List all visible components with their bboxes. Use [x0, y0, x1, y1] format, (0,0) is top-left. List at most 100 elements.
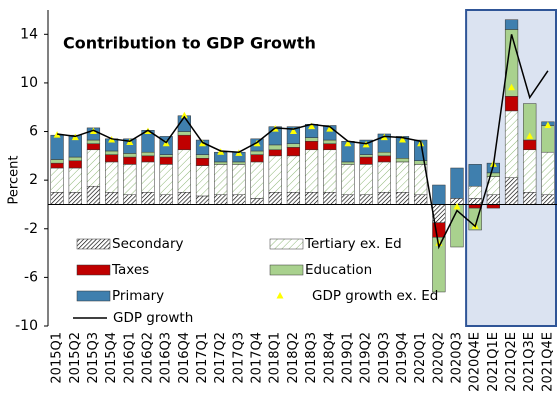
x-tick-label: 2020Q1 [413, 332, 428, 384]
bar-segment [341, 194, 355, 205]
bar-segment [359, 194, 373, 205]
y-tick-label: 14 [20, 26, 38, 42]
bar-segment [377, 161, 391, 193]
bar-segment [359, 154, 373, 158]
bar-segment [341, 164, 355, 195]
y-tick-label: -2 [24, 221, 38, 237]
bar-segment [395, 161, 410, 193]
bar-segment [159, 154, 173, 158]
y-tick-label: 2 [29, 172, 38, 188]
bar-segment [268, 144, 282, 151]
bar-segment [86, 149, 101, 187]
x-tick-label: 2019Q2 [359, 332, 374, 384]
bar-segment [50, 162, 64, 169]
bar-segment [250, 198, 264, 205]
x-tick-label: 2020Q4E [468, 332, 483, 392]
legend-label: GDP growth [113, 310, 193, 326]
bar-segment [468, 204, 482, 209]
bar-segment [68, 192, 82, 205]
legend-swatch [76, 290, 111, 302]
bar-segment [468, 185, 482, 199]
bar-segment [141, 192, 155, 205]
y-tick-label: 10 [20, 75, 38, 91]
bar-segment [468, 198, 482, 205]
bar-segment [486, 204, 500, 209]
bar-segment [105, 150, 119, 155]
bar-segment [268, 155, 282, 193]
bar-segment [105, 161, 119, 193]
scatter-marker [326, 125, 334, 132]
x-tick-label: 2017Q3 [231, 332, 246, 384]
legend-label: Education [305, 262, 372, 278]
scatter-marker [544, 121, 552, 128]
legend-label: Taxes [111, 262, 149, 278]
bar-segment [377, 155, 391, 163]
legend-swatch [269, 264, 304, 276]
scatter-marker [180, 111, 188, 119]
legend-label: Secondary [112, 236, 184, 252]
x-tick-label: 2015Q4 [104, 332, 119, 384]
legend-swatch [76, 238, 111, 250]
bar-segment [286, 147, 301, 157]
bar-segment [86, 143, 101, 151]
bar-segment [486, 172, 500, 177]
bar-segment [432, 237, 446, 293]
y-tick-label: -10 [15, 318, 38, 334]
bar-segment [323, 192, 337, 205]
x-tick-label: 2015Q1 [50, 332, 65, 384]
x-tick-label: 2018Q1 [268, 332, 283, 384]
bar-segment [541, 125, 555, 153]
x-tick-label: 2018Q2 [286, 332, 301, 384]
legend-swatch [76, 264, 111, 276]
bar-segment [268, 192, 282, 205]
bar-segment [395, 192, 410, 205]
x-tick-label: 2021Q3E [522, 332, 537, 392]
x-tick-label: 2021Q4E [540, 332, 555, 392]
bar-segment [195, 154, 210, 159]
scatter-marker [508, 83, 516, 91]
bar-segment [341, 161, 355, 165]
bar-segment [141, 161, 155, 193]
x-tick-label: 2017Q2 [213, 332, 228, 384]
bar-segment [450, 167, 464, 199]
bar-segment [177, 131, 191, 136]
bar-segment [250, 154, 264, 163]
bar-segment [304, 141, 319, 151]
bar-segment [177, 192, 191, 205]
bar-segment [504, 19, 519, 30]
bar-segment [523, 103, 537, 141]
bar-segment [304, 149, 319, 193]
x-tick-label: 2021Q2E [504, 332, 519, 392]
x-tick-label: 2017Q1 [195, 332, 210, 384]
bar-segment [250, 150, 264, 155]
bar-segment [123, 194, 137, 205]
bar-segment [377, 151, 391, 157]
bar-segment [141, 151, 155, 157]
bar-segment [504, 96, 519, 112]
y-tick-label: 6 [29, 124, 38, 140]
bar-segment [523, 149, 537, 193]
x-tick-label: 2020Q2 [431, 332, 446, 384]
legend-swatch [276, 292, 284, 299]
bar-segment [123, 156, 137, 165]
bar-segment [468, 164, 482, 187]
x-tick-label: 2018Q3 [304, 332, 319, 384]
bar-segment [50, 159, 64, 164]
y-axis-label: Percent [7, 156, 22, 205]
bar-segment [68, 156, 82, 161]
bar-segment [414, 194, 428, 205]
x-tick-label: 2019Q4 [395, 332, 410, 384]
bar-segment [105, 192, 119, 205]
bar-segment [68, 160, 82, 169]
scatter-marker [308, 122, 316, 130]
x-tick-label: 2020Q3 [450, 332, 465, 384]
bar-segment [486, 194, 500, 205]
x-tick-label: 2016Q3 [159, 332, 174, 384]
x-tick-label: 2016Q4 [177, 332, 192, 384]
bar-segment [50, 134, 64, 160]
bar-segment [177, 149, 191, 193]
bar-segment [323, 139, 337, 144]
bar-segment [541, 194, 555, 205]
bar-segment [123, 164, 137, 195]
x-tick-label: 2015Q2 [68, 332, 83, 384]
